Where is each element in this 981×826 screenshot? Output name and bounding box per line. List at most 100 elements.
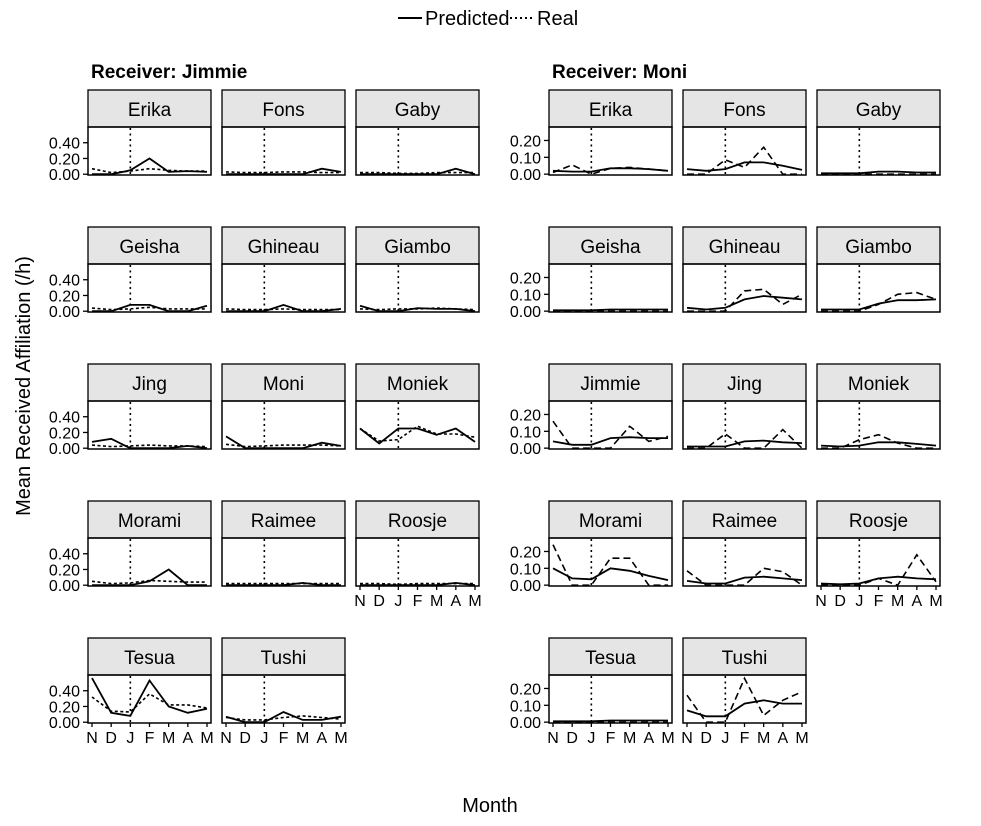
panel-title: Erika bbox=[128, 100, 172, 121]
panel-title: Jimmie bbox=[580, 374, 640, 395]
series-real-line bbox=[821, 433, 936, 450]
series-predicted-line bbox=[360, 581, 476, 587]
y-tick-label: 0.00 bbox=[510, 715, 541, 732]
panel-frame bbox=[87, 263, 212, 313]
group-title: Receiver: Moni bbox=[552, 62, 687, 83]
series-predicted-line bbox=[225, 435, 342, 450]
x-tick-label: M bbox=[200, 730, 213, 747]
y-tick-label: 0.20 bbox=[510, 133, 541, 150]
panel-title: Ghineau bbox=[709, 237, 781, 258]
panel-strip bbox=[87, 226, 212, 265]
panel-frame bbox=[548, 126, 673, 176]
x-tick-label: M bbox=[162, 730, 175, 747]
y-tick-label: 0.00 bbox=[510, 167, 541, 184]
panel-moniek: Moniek bbox=[355, 363, 480, 450]
panel-frame bbox=[221, 263, 346, 313]
series-predicted-line bbox=[225, 711, 342, 724]
series-predicted-line bbox=[821, 298, 937, 311]
series-predicted-line bbox=[687, 439, 803, 448]
x-tick-label: N bbox=[681, 730, 693, 747]
y-tick-label: 0.20 bbox=[510, 270, 541, 287]
panel-raimee: Raimee bbox=[221, 500, 346, 587]
panel-fons: Fons bbox=[221, 89, 346, 176]
x-tick-label: J bbox=[587, 730, 595, 747]
panel-gaby: Gaby bbox=[816, 89, 941, 176]
panel-frame bbox=[816, 400, 941, 450]
x-tick-label: A bbox=[643, 730, 654, 747]
panel-strip bbox=[221, 226, 346, 265]
x-tick-label: D bbox=[373, 593, 385, 610]
panel-title: Moni bbox=[263, 374, 304, 395]
x-axis-label: Month bbox=[462, 795, 518, 817]
panel-strip bbox=[355, 363, 480, 402]
panel-frame bbox=[682, 263, 807, 313]
series-predicted-line bbox=[91, 677, 208, 717]
series-real-line bbox=[360, 171, 475, 175]
panel-moniek: Moniek bbox=[816, 363, 941, 450]
panel-frame bbox=[355, 263, 480, 313]
series-predicted-line bbox=[820, 575, 937, 586]
panel-title: Tushi bbox=[722, 648, 768, 669]
panel-erika: Erika 0.000.200.40 bbox=[49, 89, 212, 184]
series-real-line bbox=[552, 544, 668, 587]
series-real-line bbox=[686, 676, 803, 724]
series-real-line bbox=[687, 145, 802, 175]
panel-title: Giambo bbox=[845, 237, 912, 258]
x-tick-label: N bbox=[220, 730, 232, 747]
panel-morami: Morami 0.000.100.20 bbox=[510, 500, 673, 595]
panel-frame bbox=[355, 126, 480, 176]
x-tick-label: F bbox=[413, 593, 423, 610]
panel-strip bbox=[548, 500, 673, 539]
x-tick-label: J bbox=[721, 730, 729, 747]
panel-strip bbox=[682, 363, 807, 402]
series-predicted-line bbox=[226, 303, 342, 313]
y-tick-label: 0.40 bbox=[49, 410, 80, 427]
x-tick-label: A bbox=[450, 593, 461, 610]
panel-strip bbox=[355, 500, 480, 539]
panel-title: Tesua bbox=[585, 648, 636, 669]
panel-strip bbox=[221, 89, 346, 128]
y-tick-label: 0.00 bbox=[49, 715, 80, 732]
panel-title: Giambo bbox=[384, 237, 451, 258]
series-real-line bbox=[225, 308, 341, 311]
x-tick-label: M bbox=[296, 730, 309, 747]
x-tick-label: F bbox=[606, 730, 616, 747]
panel-geisha: Geisha 0.000.100.20 bbox=[510, 226, 673, 321]
panel-ghineau: Ghineau bbox=[221, 226, 346, 313]
x-tick-label: J bbox=[126, 730, 134, 747]
series-predicted-line bbox=[359, 427, 476, 445]
series-predicted-line bbox=[92, 568, 207, 587]
series-predicted-line bbox=[552, 167, 669, 173]
panel-frame bbox=[548, 263, 673, 313]
x-tick-label: A bbox=[182, 730, 193, 747]
panel-morami: Morami 0.000.200.40 bbox=[49, 500, 212, 595]
series-real-line bbox=[225, 715, 342, 721]
series-real-line bbox=[359, 425, 476, 442]
x-tick-label: J bbox=[394, 593, 402, 610]
y-tick-label: 0.10 bbox=[510, 424, 541, 441]
legend-real-label: Real bbox=[537, 8, 578, 30]
panel-title: Jing bbox=[132, 374, 167, 395]
legend: Predicted Real bbox=[398, 8, 578, 30]
panel-frame bbox=[682, 537, 807, 587]
panel-strip bbox=[87, 363, 212, 402]
series-real-line bbox=[91, 306, 207, 311]
panel-geisha: Geisha 0.000.200.40 bbox=[49, 226, 212, 321]
series-predicted-line bbox=[92, 303, 208, 313]
y-tick-label: 0.20 bbox=[49, 699, 80, 716]
panel-frame bbox=[548, 674, 673, 724]
y-tick-label: 0.20 bbox=[49, 425, 80, 442]
y-tick-label: 0.40 bbox=[49, 547, 80, 564]
series-predicted-line bbox=[686, 699, 802, 718]
y-tick-label: 0.00 bbox=[49, 304, 80, 321]
series-predicted-line bbox=[686, 295, 803, 311]
panel-title: Fons bbox=[723, 100, 765, 121]
series-predicted-line bbox=[686, 161, 803, 172]
series-predicted-line bbox=[553, 308, 668, 312]
panel-strip bbox=[548, 89, 673, 128]
series-real-line bbox=[687, 428, 803, 450]
x-tick-label: F bbox=[279, 730, 289, 747]
